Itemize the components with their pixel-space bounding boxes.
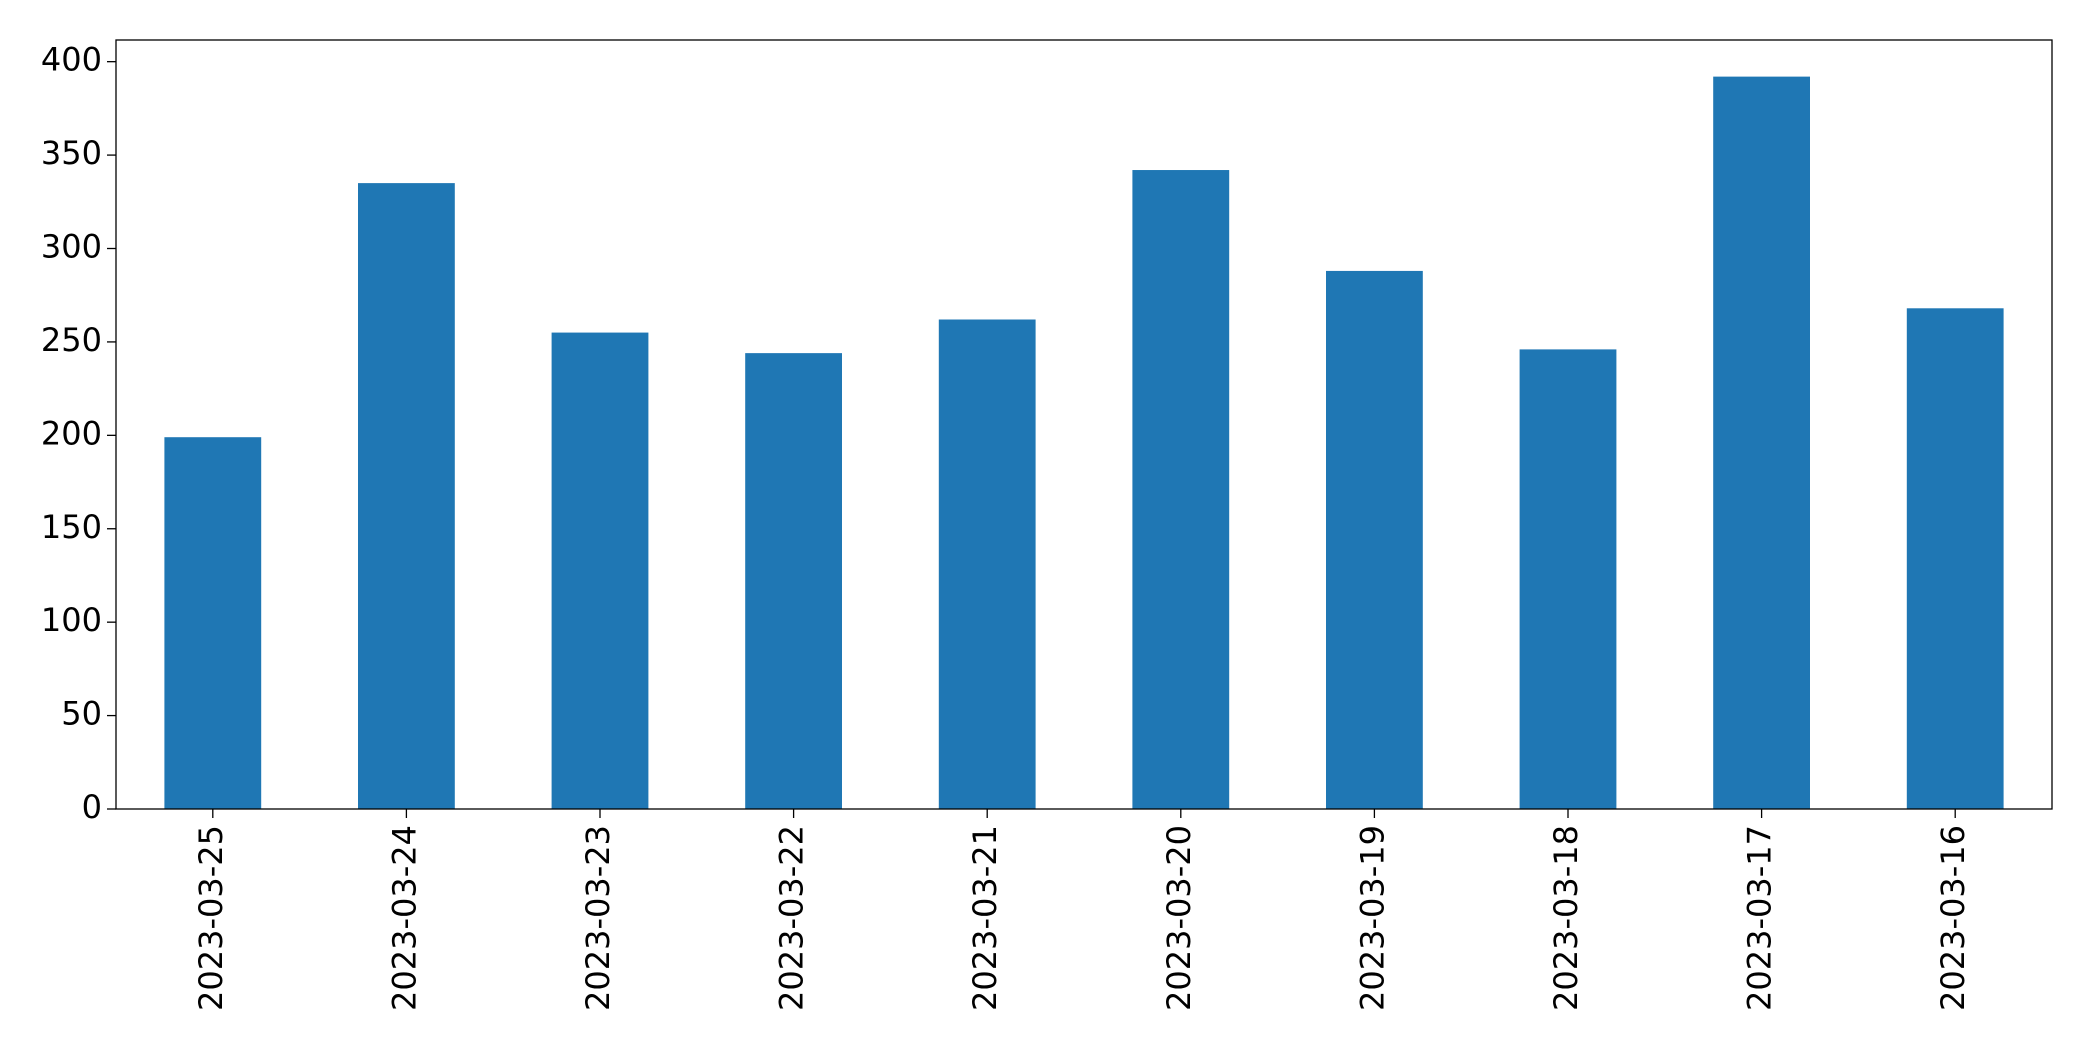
x-tick-label: 2023-03-19 [1353,825,1391,1011]
x-tick-label: 2023-03-17 [1741,825,1779,1011]
bar [1713,76,1810,810]
x-tick-label: 2023-03-23 [579,825,617,1011]
y-tick-label: 50 [61,695,102,733]
y-tick-label: 200 [41,414,102,452]
y-tick-label: 350 [41,134,102,172]
bar [358,183,455,809]
bar [1326,270,1423,809]
x-tick-label: 2023-03-16 [1934,825,1972,1011]
x-tick-label: 2023-03-18 [1547,825,1585,1011]
x-tick-label: 2023-03-21 [966,825,1004,1011]
y-tick-label: 300 [41,228,102,266]
x-tick-label: 2023-03-22 [773,825,811,1011]
bar [551,332,649,809]
y-tick-label: 250 [41,321,102,359]
bar [938,319,1036,809]
x-tick-label: 2023-03-20 [1160,825,1198,1011]
bar [1519,349,1617,809]
plot-frame [115,39,2053,810]
y-tick-label: 100 [41,601,102,639]
y-tick-label: 150 [41,508,102,546]
bar [1906,308,2004,809]
bar [164,437,262,809]
y-tick-label: 400 [41,41,102,79]
x-tick-label: 2023-03-24 [385,825,423,1011]
x-tick-label: 2023-03-25 [192,825,230,1011]
y-tick-label: 0 [82,788,102,826]
bar [745,353,842,809]
bar [1132,170,1230,810]
